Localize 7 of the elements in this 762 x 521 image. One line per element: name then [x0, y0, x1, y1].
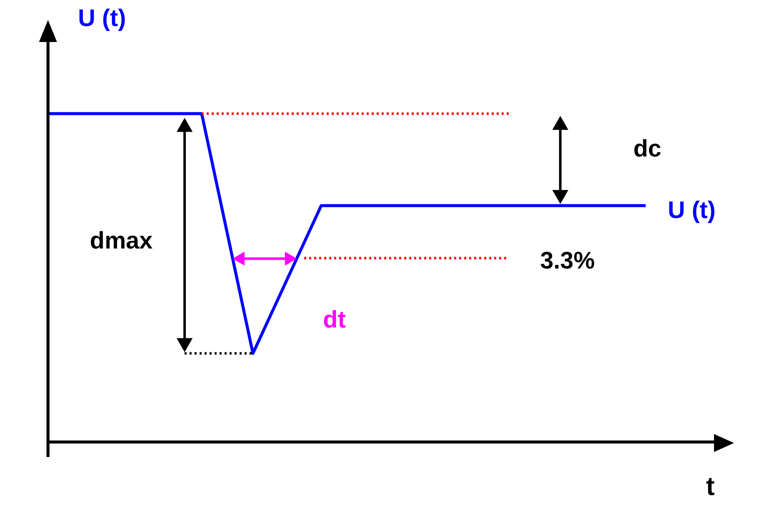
- annotation: dt: [323, 306, 346, 334]
- series-label: U (t): [668, 197, 716, 224]
- y-axis-title: U (t): [78, 5, 126, 32]
- x-axis-title: t: [706, 471, 715, 501]
- annotation: dmax: [90, 228, 154, 255]
- annotation: 3.3%: [540, 247, 595, 274]
- annotation: dc: [633, 135, 662, 162]
